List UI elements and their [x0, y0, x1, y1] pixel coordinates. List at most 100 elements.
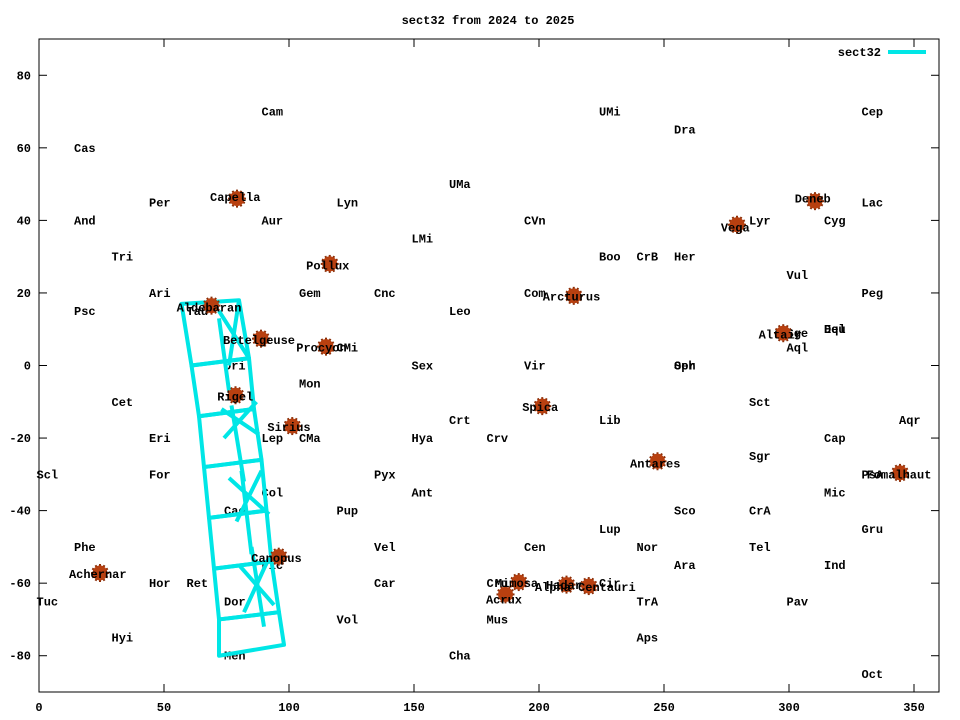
star-dot — [807, 193, 823, 209]
constellation-label: Cha — [449, 650, 471, 664]
star-dot — [511, 574, 527, 590]
constellation-label: CrB — [637, 251, 659, 265]
constellation-label: Crv — [487, 432, 509, 446]
y-tick-label: -60 — [9, 577, 31, 591]
constellation-label: Leo — [449, 305, 471, 319]
star-label: Betelgeuse — [223, 334, 295, 348]
star-dot — [229, 191, 245, 207]
constellation-label: Lup — [599, 523, 621, 537]
y-tick-label: 40 — [17, 214, 31, 228]
plot-area: 0 50 100 150 200 250 300 350 -80 -60 -40 -20 0 20 40 60… — [9, 39, 939, 715]
star-dot — [650, 453, 665, 469]
constellation-label: Oph — [674, 360, 696, 374]
x-tick-label: 250 — [653, 701, 675, 715]
constellation-label: Car — [374, 577, 396, 591]
constellation-label: Phe — [74, 541, 96, 555]
star-label: Rigel — [217, 390, 253, 404]
constellation-label: Pav — [787, 595, 809, 609]
star-marker — [269, 547, 288, 566]
constellation-label: Del — [824, 323, 846, 337]
constellation-label: LMi — [412, 233, 434, 247]
star-dot — [581, 578, 597, 594]
constellation-label: Tri — [112, 251, 134, 265]
constellation-label: Gru — [862, 523, 884, 537]
constellation-label: TrA — [637, 595, 659, 609]
sector-divider — [217, 318, 231, 392]
legend: sect32 — [838, 46, 926, 60]
star-marker — [496, 585, 515, 604]
constellation-label: Com — [524, 287, 546, 301]
constellation-label: Dra — [674, 124, 696, 138]
star-dot — [775, 325, 791, 341]
constellation-label: Cap — [824, 432, 846, 446]
constellation-label: For — [149, 468, 171, 482]
constellation-label: UMi — [599, 106, 621, 120]
star-label: Procyon — [296, 341, 346, 355]
y-tick-label: 60 — [17, 142, 31, 156]
constellation-label: Oct — [862, 668, 884, 682]
constellation-label: Boo — [599, 251, 621, 265]
star-dot — [284, 418, 300, 434]
star-label: Arcturus — [543, 291, 601, 305]
constellation-label: Cnc — [374, 287, 396, 301]
star-marker — [564, 286, 583, 305]
y-tick-label: 0 — [24, 360, 31, 374]
star-marker — [533, 397, 552, 416]
sector-divider — [239, 470, 254, 555]
constellation-label: Vel — [374, 541, 396, 555]
constellation-label: Ari — [149, 287, 171, 301]
star-marker — [202, 296, 221, 315]
star-dot — [559, 577, 574, 593]
constellation-label: Aql — [787, 341, 809, 355]
constellation-label: Mon — [299, 378, 321, 392]
constellation-label: Hor — [149, 577, 171, 591]
sector-cross — [222, 400, 258, 440]
constellation-label: CVn — [524, 214, 546, 228]
star-marker — [320, 254, 339, 273]
star-marker — [228, 189, 246, 208]
constellation-label: Sgr — [749, 450, 771, 464]
constellation-label: Peg — [862, 287, 884, 301]
star-marker — [91, 564, 109, 583]
constellation-label: Lep — [262, 432, 284, 446]
constellation-label: Ser — [674, 360, 696, 374]
constellation-label: Cyg — [824, 214, 846, 228]
constellation-label: Cas — [74, 142, 96, 156]
star-dot — [534, 398, 550, 414]
constellation-label: Ind — [824, 559, 846, 573]
constellation-label: CrA — [749, 505, 771, 519]
x-tick-label: 200 — [528, 701, 550, 715]
constellation-label: Vol — [337, 613, 359, 627]
star-label: Aldebaran — [177, 301, 242, 315]
constellation-label: Ant — [412, 486, 434, 500]
star-marker — [728, 215, 746, 234]
y-tick-label: -20 — [9, 432, 31, 446]
star-dot — [566, 288, 582, 304]
x-tick-label: 0 — [35, 701, 42, 715]
constellation-label: Hyi — [112, 632, 134, 646]
constellation-label: Vul — [787, 269, 809, 283]
constellation-label: Psc — [74, 305, 96, 319]
constellation-label: Pyx — [374, 468, 396, 482]
constellation-label: CMa — [299, 432, 321, 446]
star-dot — [271, 549, 287, 565]
star-marker — [509, 573, 528, 592]
constellation-label: Mic — [824, 486, 846, 500]
star-label: Antares — [630, 457, 680, 471]
star-dot — [253, 331, 269, 347]
constellation-label: Vir — [524, 360, 546, 374]
constellation-label: PsA — [862, 468, 884, 482]
plot-frame — [38, 38, 940, 693]
star-label: Vega — [721, 222, 750, 236]
sector-cell — [217, 610, 286, 658]
y-tick-label: -80 — [9, 650, 31, 664]
star-marker — [252, 329, 270, 348]
constellation-label: Aps — [637, 632, 659, 646]
constellation-label: Lib — [599, 414, 621, 428]
y-tick-label: 20 — [17, 287, 31, 301]
star-label: Hadar — [546, 579, 582, 593]
constellation-label: Pup — [337, 505, 359, 519]
constellation-label: Ret — [187, 577, 209, 591]
constellation-label: Cam — [262, 106, 284, 120]
constellation-label: Aur — [262, 214, 284, 228]
